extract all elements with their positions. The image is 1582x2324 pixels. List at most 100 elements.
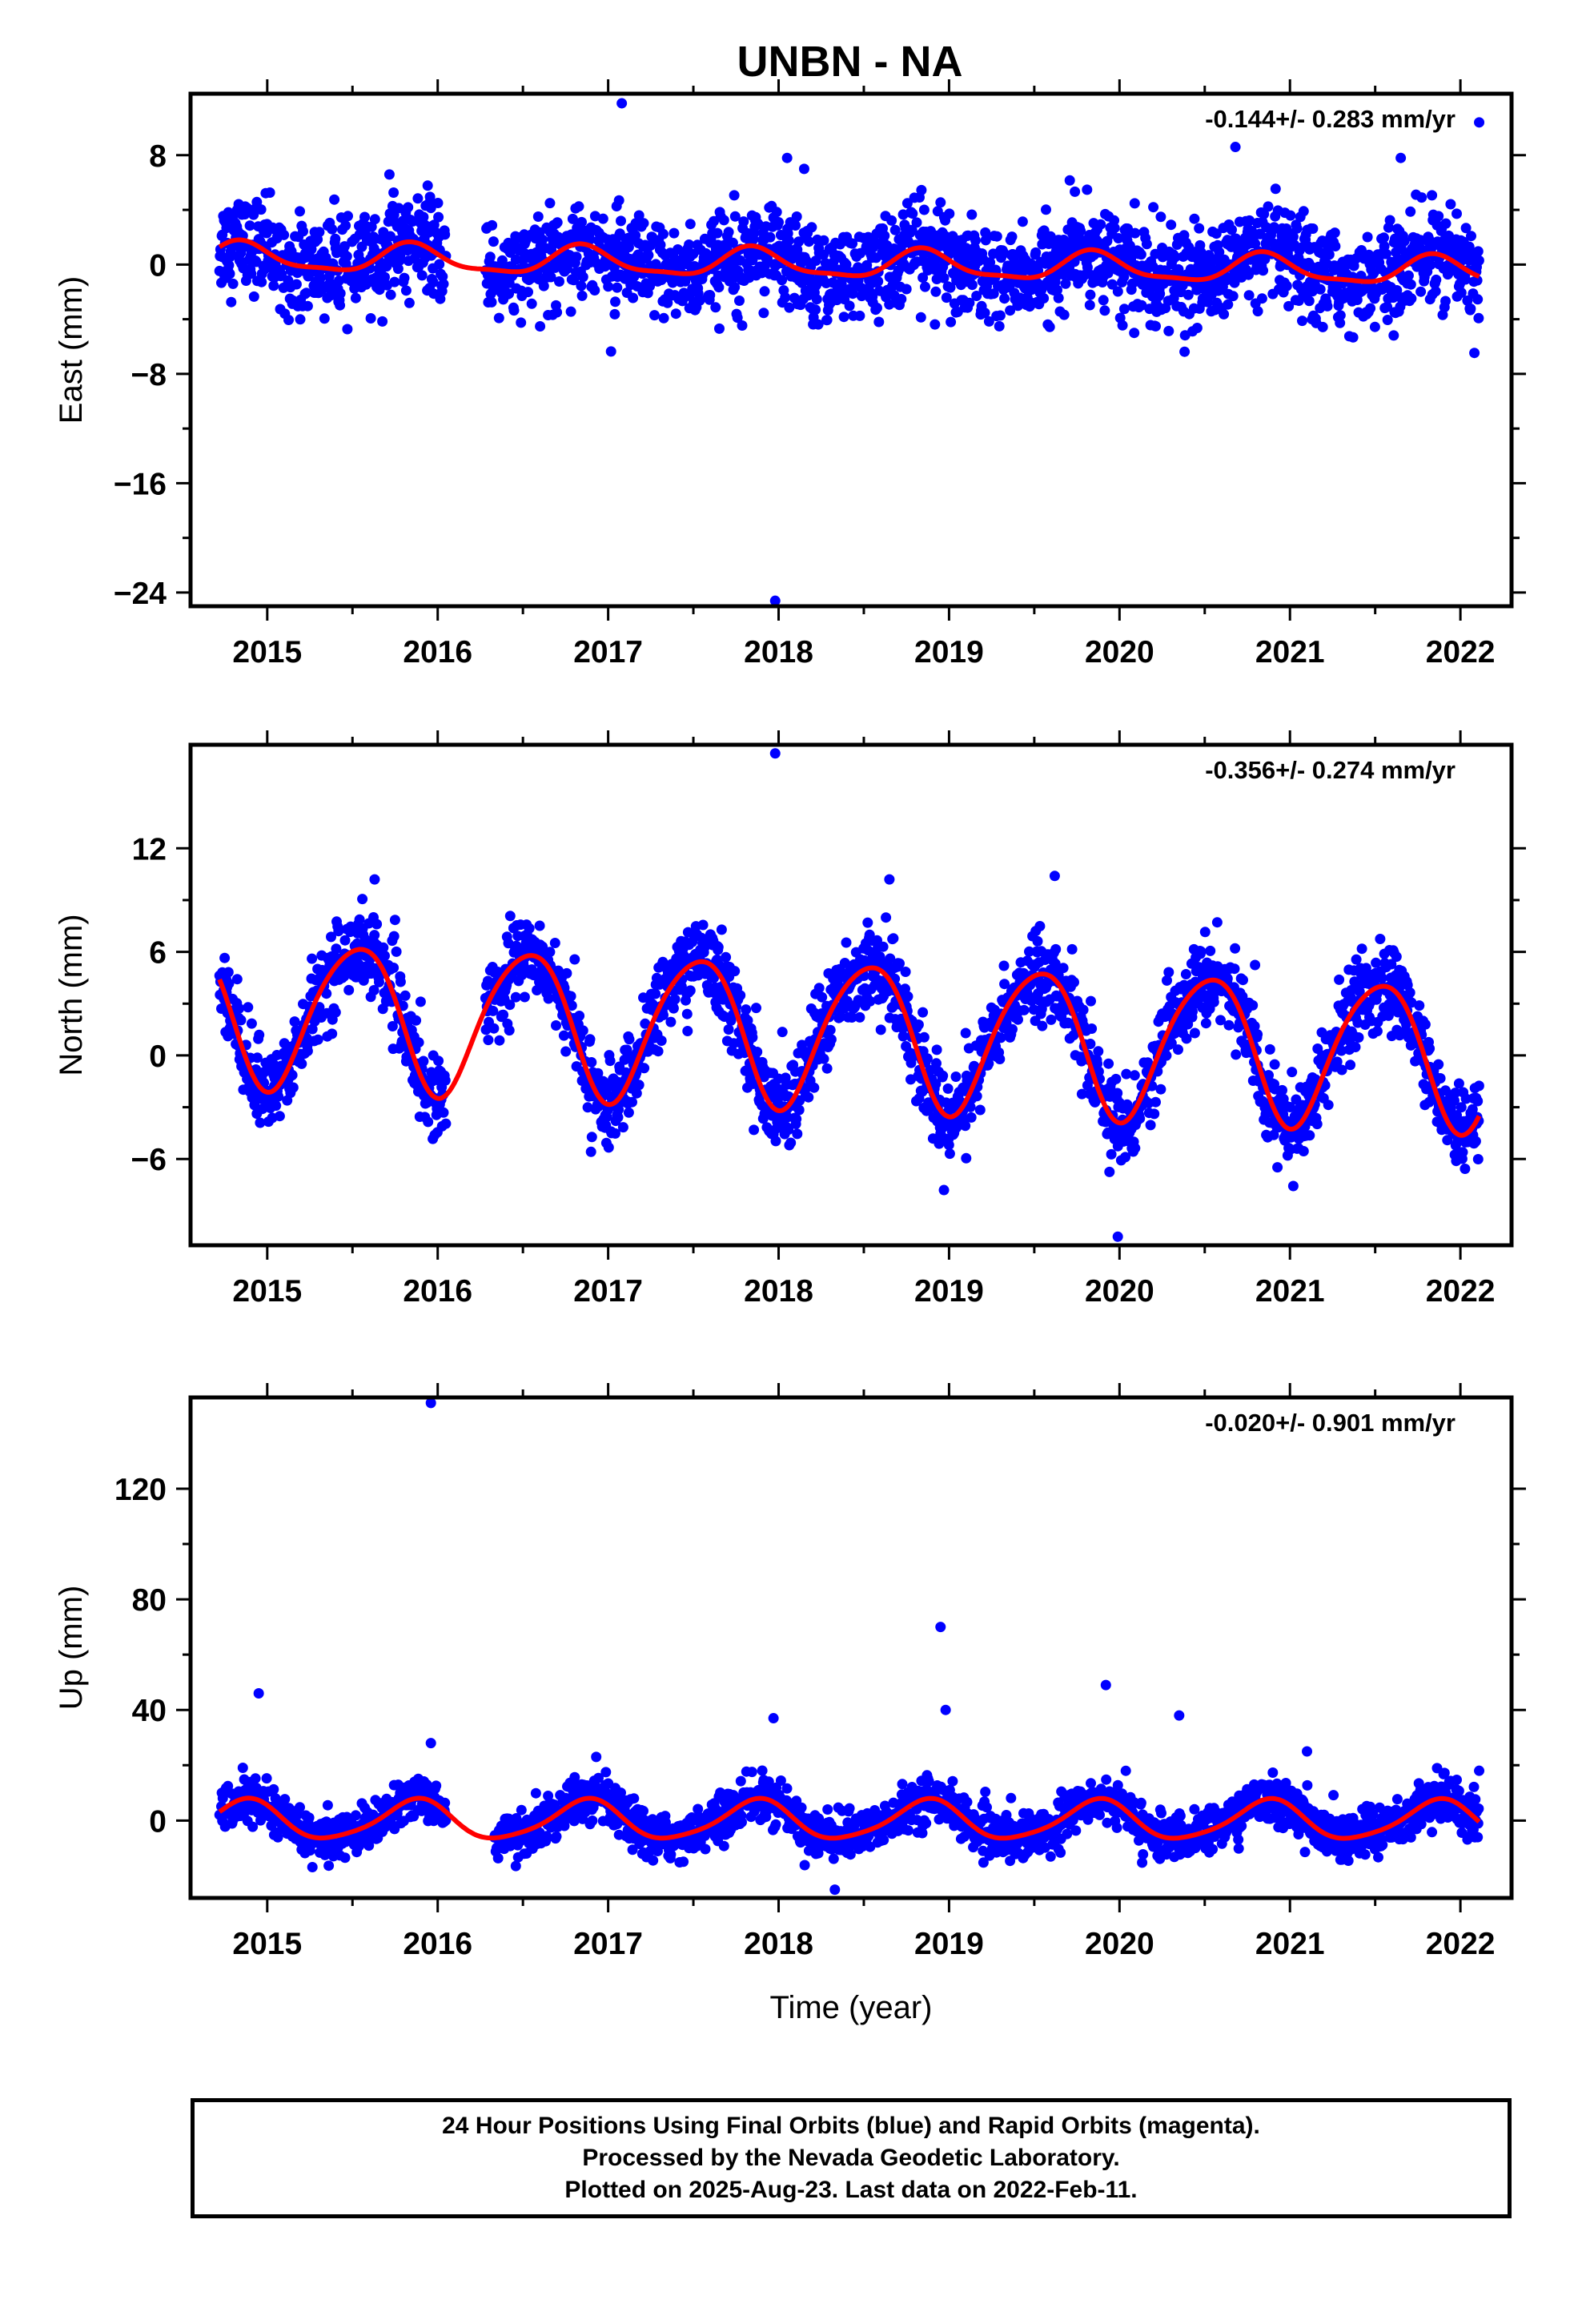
data-point <box>1112 286 1123 297</box>
data-point <box>1121 1068 1132 1080</box>
data-point <box>577 271 588 283</box>
data-point <box>1291 223 1303 234</box>
panel-2: 2015 2016 2017 2018 2019 2020 2021 202212080400… <box>54 1383 1526 1961</box>
data-point <box>818 235 829 246</box>
data-point <box>571 251 582 263</box>
data-point <box>264 187 275 198</box>
data-point <box>585 1146 596 1157</box>
data-point <box>1388 330 1399 341</box>
x-tick-label: 2015 <box>232 635 302 669</box>
data-point <box>999 293 1010 304</box>
data-point <box>1007 1023 1018 1035</box>
data-point <box>1460 223 1472 234</box>
data-point <box>729 211 741 222</box>
data-point <box>389 276 400 287</box>
data-point <box>900 967 911 977</box>
data-point <box>379 271 390 283</box>
data-point <box>716 924 727 935</box>
data-point <box>1032 935 1043 947</box>
data-point <box>1076 1088 1087 1100</box>
data-point <box>307 953 318 964</box>
data-point <box>250 1773 261 1784</box>
data-point <box>1117 320 1128 331</box>
data-point <box>605 346 616 357</box>
data-point <box>498 1009 509 1020</box>
data-point <box>418 211 429 223</box>
data-point <box>930 1079 942 1089</box>
data-point <box>577 1025 588 1036</box>
data-point <box>920 281 930 292</box>
x-tick-label: 2015 <box>232 1274 302 1309</box>
data-point <box>516 317 527 328</box>
data-point <box>432 198 444 208</box>
data-point <box>1419 1019 1431 1030</box>
data-point <box>809 1082 820 1093</box>
data-point <box>901 283 912 295</box>
data-point <box>567 213 578 224</box>
data-point <box>697 919 709 931</box>
data-point <box>582 1102 593 1113</box>
data-point <box>1311 1119 1323 1130</box>
data-point <box>1307 223 1319 234</box>
data-point <box>668 1003 679 1014</box>
data-point <box>1095 219 1106 230</box>
data-point <box>906 224 917 235</box>
data-point <box>1227 224 1237 235</box>
data-point <box>930 319 941 330</box>
data-point <box>1466 231 1476 242</box>
data-point <box>1382 315 1393 325</box>
data-point <box>1353 1032 1364 1043</box>
data-point <box>340 259 351 270</box>
data-point <box>412 193 424 204</box>
data-point <box>918 1031 930 1043</box>
data-point <box>841 259 852 270</box>
data-point <box>1336 1045 1347 1056</box>
data-point <box>1099 305 1110 316</box>
data-point <box>610 1128 620 1139</box>
outlier-point <box>1112 1231 1123 1242</box>
data-point <box>565 306 576 317</box>
data-point <box>1208 996 1219 1007</box>
data-point <box>705 290 716 300</box>
data-point <box>1046 1014 1057 1025</box>
data-point <box>727 237 738 248</box>
data-point <box>554 276 564 287</box>
data-point <box>911 217 922 228</box>
data-point <box>1433 211 1444 222</box>
data-point <box>526 298 537 309</box>
data-point <box>1136 300 1147 311</box>
data-point <box>854 310 865 321</box>
data-point <box>368 985 379 995</box>
data-point <box>268 280 279 292</box>
data-point <box>1243 269 1254 280</box>
data-point <box>287 1070 298 1080</box>
data-point <box>818 1053 829 1064</box>
data-point <box>1473 255 1484 266</box>
data-point <box>1404 987 1415 998</box>
data-point <box>1150 1096 1161 1108</box>
data-point <box>399 272 410 283</box>
data-point <box>1258 265 1269 276</box>
x-tick-label: 2018 <box>744 1274 813 1309</box>
data-point <box>1272 1162 1283 1173</box>
data-point <box>604 1055 616 1067</box>
data-point <box>1462 295 1473 306</box>
data-point <box>785 1137 797 1148</box>
data-point <box>378 942 389 953</box>
data-point <box>342 324 353 335</box>
y-tick-label: −8 <box>131 358 167 392</box>
data-point <box>244 220 255 231</box>
data-point <box>333 926 344 937</box>
data-point <box>1465 304 1476 314</box>
data-point <box>913 1019 924 1030</box>
data-point <box>1430 286 1441 297</box>
data-point <box>685 219 696 230</box>
data-point <box>944 1148 955 1160</box>
data-point <box>1297 316 1307 327</box>
data-point <box>974 1104 986 1116</box>
x-tick-label: 2020 <box>1085 635 1154 669</box>
data-point <box>1449 1095 1460 1106</box>
data-point <box>847 238 858 249</box>
data-point <box>1252 1029 1263 1040</box>
data-point <box>639 1063 650 1074</box>
